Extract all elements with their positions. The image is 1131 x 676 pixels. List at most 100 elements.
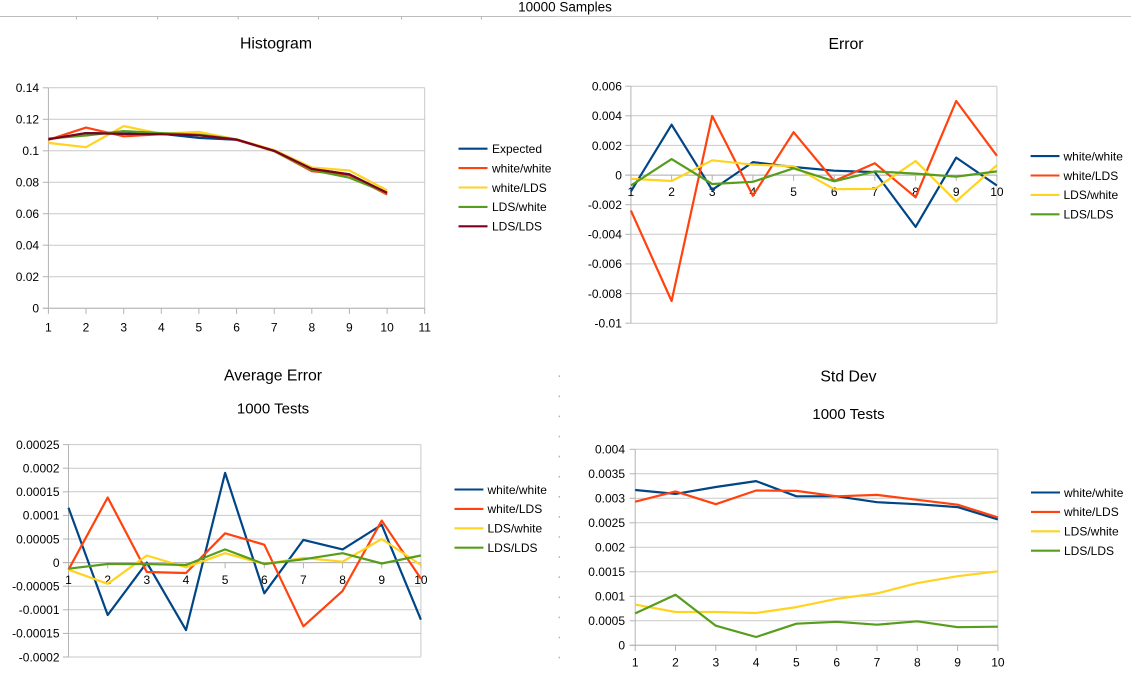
svg-text:4: 4 <box>753 656 760 670</box>
svg-text:6: 6 <box>261 573 268 587</box>
svg-text:0.06: 0.06 <box>16 207 40 221</box>
svg-text:7: 7 <box>874 656 881 670</box>
svg-text:7: 7 <box>300 573 307 587</box>
svg-text:0.002: 0.002 <box>595 541 625 555</box>
svg-text:Histogram: Histogram <box>240 36 312 53</box>
svg-text:1: 1 <box>628 185 635 199</box>
svg-text:8: 8 <box>308 320 315 334</box>
svg-text:Expected: Expected <box>492 142 542 156</box>
svg-text:4: 4 <box>183 573 190 587</box>
svg-text:3: 3 <box>120 320 127 334</box>
svg-text:1000 Tests: 1000 Tests <box>237 401 309 418</box>
svg-text:0.002: 0.002 <box>592 139 622 153</box>
svg-text:white/LDS: white/LDS <box>1063 169 1119 183</box>
svg-text:6: 6 <box>831 185 838 199</box>
svg-text:LDS/LDS: LDS/LDS <box>1064 544 1114 558</box>
svg-text:0.001: 0.001 <box>595 590 625 604</box>
svg-text:2: 2 <box>668 185 675 199</box>
svg-text:LDS/white: LDS/white <box>492 200 547 214</box>
svg-text:6: 6 <box>233 320 240 334</box>
svg-text:-0.004: -0.004 <box>588 228 622 242</box>
svg-text:0.0005: 0.0005 <box>588 614 625 628</box>
svg-text:3: 3 <box>709 185 716 199</box>
svg-text:0.0001: 0.0001 <box>23 509 60 523</box>
svg-text:0.1: 0.1 <box>22 144 39 158</box>
svg-text:-0.00015: -0.00015 <box>12 627 60 641</box>
svg-text:5: 5 <box>790 185 797 199</box>
svg-text:0.00025: 0.00025 <box>16 438 60 452</box>
svg-text:LDS/white: LDS/white <box>488 522 543 536</box>
svg-text:white/white: white/white <box>1063 486 1124 500</box>
svg-text:9: 9 <box>346 320 353 334</box>
svg-text:7: 7 <box>872 185 879 199</box>
svg-text:0.006: 0.006 <box>592 80 622 94</box>
svg-text:0.0025: 0.0025 <box>588 516 625 530</box>
svg-text:white/LDS: white/LDS <box>1063 505 1119 519</box>
svg-text:1: 1 <box>632 656 639 670</box>
svg-text:LDS/LDS: LDS/LDS <box>492 220 542 234</box>
svg-text:9: 9 <box>954 656 961 670</box>
svg-text:3: 3 <box>712 656 719 670</box>
svg-text:0.02: 0.02 <box>16 270 40 284</box>
svg-text:4: 4 <box>158 320 165 334</box>
svg-text:white/white: white/white <box>1063 149 1124 163</box>
svg-text:white/LDS: white/LDS <box>491 181 547 195</box>
svg-text:8: 8 <box>912 185 919 199</box>
svg-text:0.004: 0.004 <box>592 109 622 123</box>
svg-text:10: 10 <box>414 573 428 587</box>
svg-text:5: 5 <box>222 573 229 587</box>
svg-text:10: 10 <box>380 320 394 334</box>
svg-text:10000 Samples: 10000 Samples <box>518 0 612 15</box>
svg-text:0.14: 0.14 <box>16 81 40 95</box>
svg-text:1: 1 <box>65 573 72 587</box>
svg-text:8: 8 <box>914 656 921 670</box>
svg-text:9: 9 <box>953 185 960 199</box>
svg-text:4: 4 <box>750 185 757 199</box>
svg-text:LDS/white: LDS/white <box>1064 525 1119 539</box>
svg-text:-0.01: -0.01 <box>595 317 623 331</box>
svg-text:-0.0001: -0.0001 <box>19 603 60 617</box>
svg-text:7: 7 <box>271 320 278 334</box>
svg-text:0.12: 0.12 <box>16 113 40 127</box>
svg-text:-0.008: -0.008 <box>588 287 622 301</box>
svg-text:0.00015: 0.00015 <box>16 485 60 499</box>
svg-text:0.04: 0.04 <box>16 239 40 253</box>
svg-text:0: 0 <box>615 168 622 182</box>
svg-text:0.0035: 0.0035 <box>588 467 625 481</box>
svg-text:10: 10 <box>991 656 1005 670</box>
svg-text:0: 0 <box>32 302 39 316</box>
svg-text:-0.006: -0.006 <box>588 257 622 271</box>
svg-text:0.08: 0.08 <box>16 176 40 190</box>
svg-text:2: 2 <box>104 573 111 587</box>
svg-text:LDS/LDS: LDS/LDS <box>1064 208 1114 222</box>
svg-text:0: 0 <box>53 556 60 570</box>
svg-text:LDS/white: LDS/white <box>1064 188 1119 202</box>
svg-text:0.004: 0.004 <box>595 443 625 457</box>
svg-text:5: 5 <box>793 656 800 670</box>
svg-text:1000 Tests: 1000 Tests <box>812 406 884 423</box>
svg-text:LDS/LDS: LDS/LDS <box>488 541 538 555</box>
svg-text:6: 6 <box>833 656 840 670</box>
svg-text:-0.0002: -0.0002 <box>19 650 60 664</box>
svg-text:5: 5 <box>196 320 203 334</box>
svg-text:8: 8 <box>339 573 346 587</box>
svg-text:0.0002: 0.0002 <box>23 462 60 476</box>
svg-text:2: 2 <box>672 656 679 670</box>
svg-text:-0.002: -0.002 <box>588 198 622 212</box>
svg-text:0.00005: 0.00005 <box>16 532 60 546</box>
svg-text:Error: Error <box>828 36 863 53</box>
svg-text:1: 1 <box>45 320 52 334</box>
svg-text:Average Error: Average Error <box>224 368 322 385</box>
svg-text:0: 0 <box>618 639 625 653</box>
svg-text:white/white: white/white <box>487 483 548 497</box>
svg-text:-0.00005: -0.00005 <box>12 580 60 594</box>
svg-text:11: 11 <box>418 320 431 334</box>
svg-text:white/LDS: white/LDS <box>487 502 543 516</box>
svg-text:9: 9 <box>378 573 385 587</box>
svg-text:3: 3 <box>143 573 150 587</box>
svg-text:white/white: white/white <box>491 161 552 175</box>
svg-text:2: 2 <box>83 320 90 334</box>
svg-text:Std Dev: Std Dev <box>820 369 876 386</box>
svg-text:0.0015: 0.0015 <box>588 565 625 579</box>
svg-text:10: 10 <box>990 185 1004 199</box>
